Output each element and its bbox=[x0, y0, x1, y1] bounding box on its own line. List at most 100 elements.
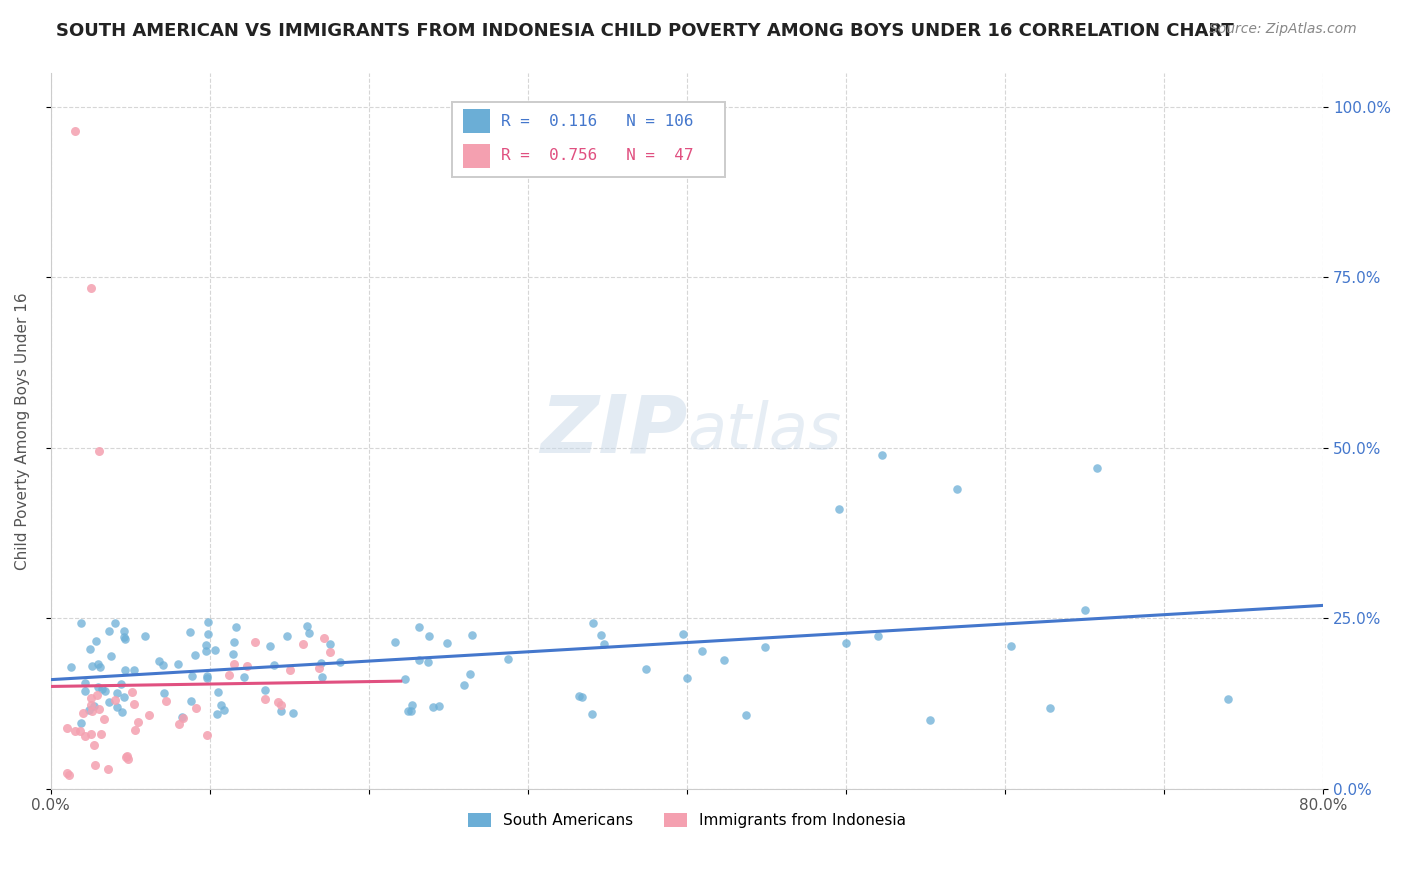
Point bbox=[1073, 603, 1095, 617]
Point bbox=[408, 620, 430, 634]
Point bbox=[1216, 692, 1239, 706]
Point bbox=[122, 697, 145, 711]
Point bbox=[73, 729, 96, 743]
Point bbox=[496, 652, 519, 666]
Point bbox=[399, 704, 422, 718]
Point bbox=[94, 684, 117, 698]
Legend: South Americans, Immigrants from Indonesia: South Americans, Immigrants from Indones… bbox=[463, 807, 912, 835]
Point bbox=[195, 728, 218, 742]
Point bbox=[866, 629, 889, 643]
Point bbox=[56, 766, 79, 780]
Point bbox=[148, 655, 170, 669]
Point bbox=[70, 716, 93, 731]
Point bbox=[83, 698, 105, 713]
Point bbox=[194, 639, 217, 653]
Point bbox=[222, 657, 245, 671]
Point bbox=[63, 124, 86, 138]
Point bbox=[87, 657, 110, 672]
Point bbox=[592, 637, 614, 651]
Point bbox=[127, 714, 149, 729]
Point bbox=[461, 628, 484, 642]
Point bbox=[568, 690, 591, 704]
Point bbox=[73, 683, 96, 698]
Point bbox=[209, 698, 232, 712]
Point bbox=[920, 714, 942, 728]
Point bbox=[114, 663, 136, 677]
Point bbox=[83, 758, 105, 772]
Point bbox=[114, 750, 136, 764]
Text: atlas: atlas bbox=[688, 400, 841, 462]
Point bbox=[89, 660, 111, 674]
Point bbox=[186, 700, 208, 714]
Point bbox=[112, 624, 135, 639]
Point bbox=[318, 637, 340, 651]
Point bbox=[121, 685, 143, 699]
Point bbox=[384, 635, 406, 649]
Point bbox=[104, 693, 127, 707]
Point bbox=[169, 717, 191, 731]
Y-axis label: Child Poverty Among Boys Under 16: Child Poverty Among Boys Under 16 bbox=[15, 292, 30, 570]
Point bbox=[225, 620, 247, 634]
Text: ZIP: ZIP bbox=[540, 392, 688, 470]
Point bbox=[90, 681, 112, 696]
Point bbox=[581, 707, 603, 722]
Point bbox=[97, 762, 120, 776]
Point bbox=[197, 627, 219, 641]
Point bbox=[672, 626, 695, 640]
Point bbox=[254, 692, 277, 706]
Point bbox=[416, 655, 439, 669]
Point bbox=[79, 642, 101, 657]
Point bbox=[111, 705, 134, 719]
Point bbox=[60, 660, 83, 674]
Point bbox=[946, 482, 969, 496]
Point bbox=[308, 661, 330, 675]
Point bbox=[86, 689, 108, 703]
Point bbox=[1085, 461, 1108, 475]
Point bbox=[105, 686, 128, 700]
Point bbox=[179, 624, 201, 639]
Point bbox=[79, 727, 101, 741]
Point bbox=[98, 624, 121, 639]
Point bbox=[104, 616, 127, 631]
Point bbox=[82, 659, 104, 673]
Point bbox=[58, 768, 80, 782]
Point bbox=[90, 727, 112, 741]
Point bbox=[309, 657, 332, 671]
Point bbox=[735, 707, 758, 722]
Point bbox=[112, 690, 135, 704]
Point bbox=[79, 280, 101, 294]
Point bbox=[138, 708, 160, 723]
Point bbox=[172, 710, 194, 724]
Point bbox=[180, 694, 202, 708]
Point bbox=[221, 647, 243, 661]
Point bbox=[270, 698, 292, 712]
Point bbox=[98, 695, 121, 709]
Point bbox=[173, 711, 195, 725]
Point bbox=[408, 653, 430, 667]
Point bbox=[79, 698, 101, 712]
Point bbox=[84, 634, 107, 648]
Point bbox=[195, 672, 218, 686]
Point bbox=[319, 645, 342, 659]
Point bbox=[152, 657, 174, 672]
Point bbox=[396, 705, 419, 719]
Point bbox=[180, 668, 202, 682]
Point bbox=[195, 669, 218, 683]
Point bbox=[582, 615, 605, 630]
Point bbox=[235, 658, 257, 673]
Point bbox=[329, 655, 352, 669]
Point bbox=[571, 690, 593, 704]
Point bbox=[436, 636, 458, 650]
Point bbox=[243, 635, 266, 649]
Point bbox=[828, 502, 851, 516]
Point bbox=[69, 616, 91, 631]
Point bbox=[124, 663, 146, 677]
Point bbox=[427, 698, 450, 713]
Point bbox=[114, 632, 136, 646]
Point bbox=[298, 626, 321, 640]
Point bbox=[870, 448, 893, 462]
Point bbox=[83, 739, 105, 753]
Point bbox=[80, 691, 103, 706]
Point bbox=[312, 631, 335, 645]
Point bbox=[69, 723, 91, 738]
